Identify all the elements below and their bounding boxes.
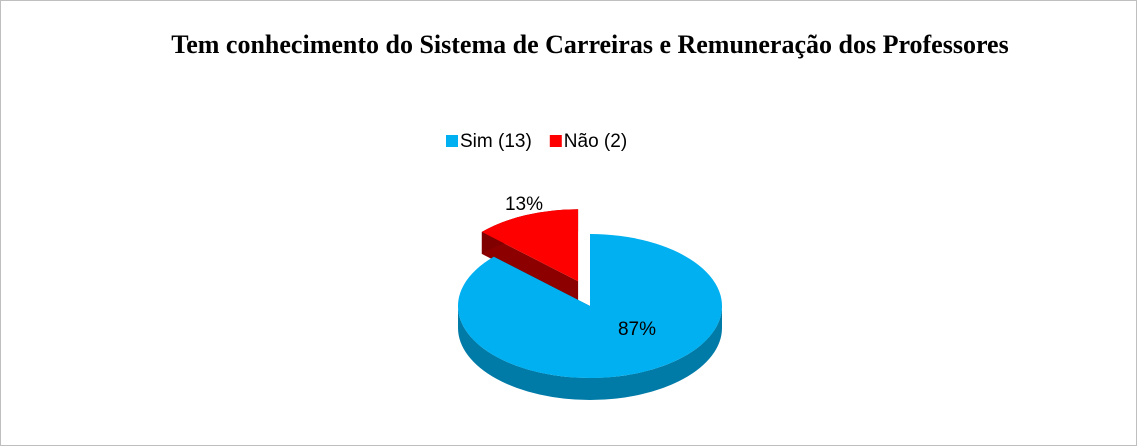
legend-swatch — [549, 135, 562, 147]
slice — [481, 209, 579, 282]
data-label: 13% — [505, 194, 543, 215]
slice-wall — [481, 231, 579, 304]
legend-label: Sim (13) — [460, 131, 532, 152]
legend-swatch — [446, 135, 458, 147]
legend-label: Não (2) — [564, 131, 627, 152]
data-label: 87% — [618, 319, 656, 340]
slice-side — [458, 306, 722, 400]
slice — [458, 234, 723, 378]
chart-title: Tem conhecimento do Sistema de Carreiras… — [171, 30, 1009, 59]
